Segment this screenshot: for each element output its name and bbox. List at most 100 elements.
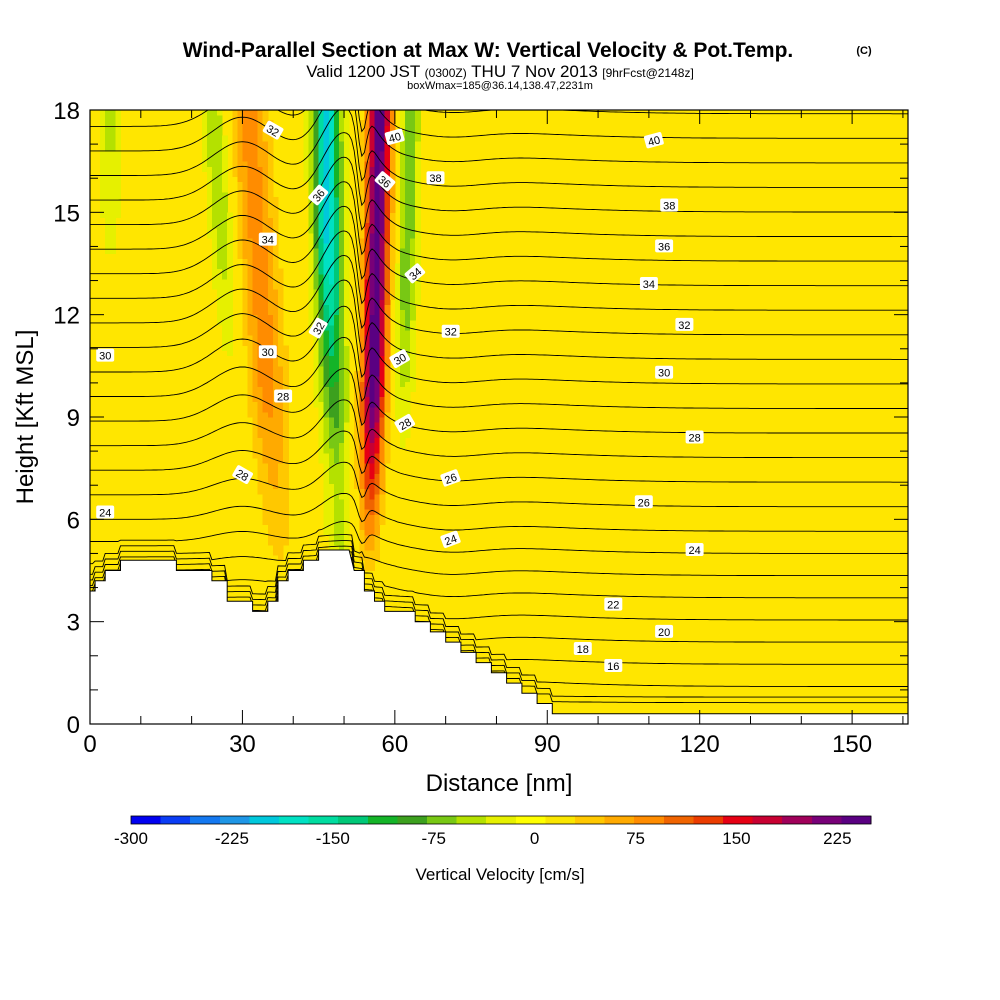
velocity-cell	[323, 427, 330, 433]
velocity-cell	[242, 145, 249, 152]
velocity-cell	[262, 473, 269, 479]
velocity-cell	[333, 330, 340, 336]
velocity-cell	[247, 278, 254, 285]
velocity-cell	[105, 161, 111, 167]
velocity-cell	[308, 299, 315, 305]
velocity-cell	[110, 120, 116, 126]
velocity-cell	[267, 417, 274, 423]
velocity-cell	[399, 232, 406, 239]
velocity-cell	[344, 324, 350, 331]
velocity-cell	[410, 186, 416, 193]
theta-label-text: 32	[445, 327, 457, 339]
velocity-cell	[405, 386, 411, 392]
velocity-cell	[272, 550, 279, 556]
theta-label-text: 28	[688, 433, 700, 445]
theta-label: 28	[394, 413, 416, 433]
velocity-cell	[262, 370, 269, 377]
velocity-cell	[374, 197, 381, 203]
velocity-cell	[313, 273, 320, 280]
velocity-cell	[110, 202, 116, 208]
velocity-cell	[217, 140, 223, 147]
velocity-cell	[278, 447, 284, 454]
velocity-cell	[333, 166, 340, 172]
velocity-cell	[354, 483, 360, 490]
velocity-cell	[242, 248, 249, 254]
velocity-cell	[257, 278, 264, 285]
velocity-cell	[364, 452, 371, 459]
velocity-cell	[115, 212, 122, 218]
velocity-cell	[359, 145, 365, 152]
velocity-cell	[110, 145, 116, 152]
velocity-cell	[222, 294, 228, 300]
velocity-cell	[389, 161, 396, 167]
velocity-cell	[344, 417, 350, 423]
velocity-cell	[222, 186, 228, 193]
velocity-cell	[252, 376, 259, 382]
velocity-cell	[384, 161, 391, 167]
velocity-cell	[308, 268, 315, 275]
theta-label: 32	[308, 317, 328, 339]
velocity-cell	[313, 161, 320, 167]
velocity-cell	[217, 181, 223, 188]
velocity-cell	[222, 232, 228, 239]
velocity-cell	[272, 529, 279, 536]
velocity-cell	[328, 145, 335, 152]
velocity-cell	[333, 345, 340, 352]
velocity-cell	[379, 319, 386, 326]
theta-label-text: 28	[397, 416, 414, 433]
velocity-cell	[323, 120, 330, 126]
velocity-cell	[283, 478, 289, 485]
velocity-cell	[257, 156, 264, 162]
velocity-cell	[252, 212, 259, 218]
velocity-cell	[339, 473, 345, 479]
velocity-cell	[232, 161, 238, 167]
velocity-cell	[333, 504, 340, 510]
velocity-cell	[267, 156, 274, 162]
velocity-cell	[339, 202, 345, 208]
velocity-cell	[252, 396, 259, 403]
velocity-cell	[399, 115, 406, 121]
velocity-cell	[308, 181, 315, 188]
velocity-cell	[374, 417, 381, 423]
velocity-cell	[384, 309, 391, 316]
velocity-cell	[318, 125, 325, 131]
velocity-cell	[339, 478, 345, 485]
velocity-cell	[115, 207, 122, 213]
velocity-cell	[257, 248, 264, 254]
velocity-cell	[318, 437, 325, 444]
colorbar-swatch	[486, 816, 517, 824]
velocity-cell	[323, 381, 330, 387]
velocity-cell	[206, 166, 213, 172]
velocity-cell	[323, 498, 330, 505]
velocity-cell	[313, 253, 320, 259]
velocity-cell	[410, 294, 416, 300]
velocity-cell	[405, 243, 411, 249]
velocity-cell	[308, 176, 315, 183]
velocity-cell	[278, 376, 284, 382]
velocity-cell	[257, 488, 264, 495]
velocity-cell	[252, 120, 259, 126]
velocity-cell	[247, 248, 254, 254]
velocity-cell	[272, 289, 279, 295]
theta-label-text: 34	[262, 235, 274, 247]
velocity-cell	[344, 263, 350, 270]
velocity-cell	[364, 253, 371, 259]
velocity-cell	[267, 504, 274, 510]
velocity-cell	[405, 345, 411, 352]
velocity-cell	[247, 391, 254, 398]
velocity-cell	[267, 197, 274, 203]
velocity-cell	[100, 130, 106, 137]
velocity-cell	[364, 524, 371, 531]
velocity-cell	[369, 202, 376, 208]
velocity-cell	[364, 299, 371, 305]
velocity-cell	[100, 125, 106, 131]
velocity-cell	[379, 237, 386, 244]
velocity-cell	[369, 422, 376, 428]
velocity-cell	[374, 473, 381, 479]
velocity-cell	[227, 299, 233, 305]
velocity-cell	[267, 534, 274, 541]
velocity-cell	[105, 176, 111, 183]
velocity-cell	[318, 150, 325, 157]
velocity-cell	[308, 284, 315, 290]
velocity-cell	[344, 145, 350, 152]
